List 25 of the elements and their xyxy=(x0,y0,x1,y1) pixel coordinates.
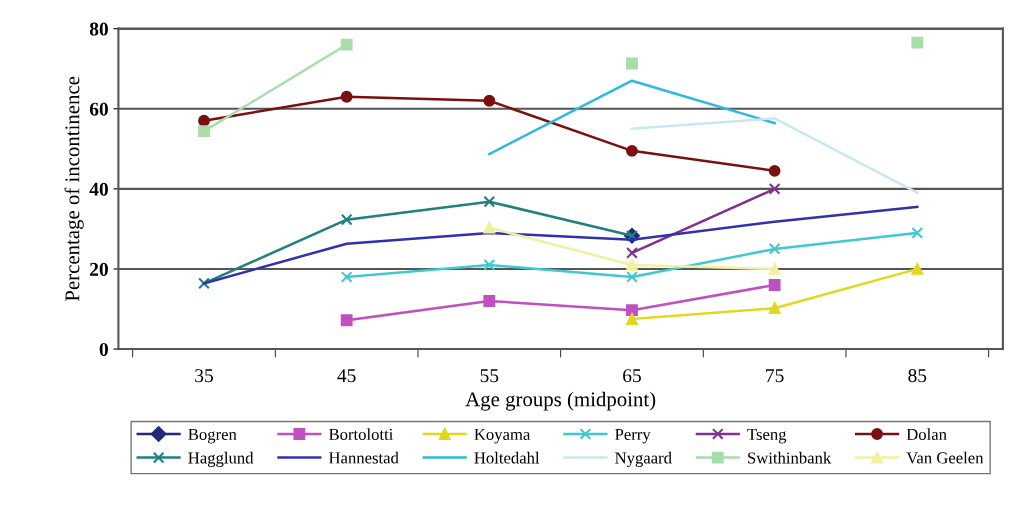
x-tick-label: 35 xyxy=(195,369,213,383)
x-axis-title: Age groups (midpoint) xyxy=(465,391,656,411)
legend-label: Swithinbank xyxy=(748,451,832,464)
legend-label: Van Geelen xyxy=(906,451,984,464)
legend-label: Tseng xyxy=(747,428,787,444)
x-tick-label: 85 xyxy=(908,369,927,383)
legend-label: Bogren xyxy=(188,428,237,444)
x-tick-label: 65 xyxy=(623,369,641,383)
legend-label: Bortolotti xyxy=(329,428,394,440)
y-tick-label: 60 xyxy=(89,102,108,116)
x-tick-label: 45 xyxy=(337,369,356,383)
y-tick-label: 40 xyxy=(89,182,108,196)
y-axis-title: Percentage of incontinence xyxy=(64,76,84,302)
legend-label: Koyama xyxy=(474,428,531,444)
legend-label: Holtedahl xyxy=(474,451,540,464)
x-tick-label: 55 xyxy=(480,369,499,383)
legend-label: Perry xyxy=(615,428,651,444)
x-tick-label: 75 xyxy=(766,369,784,383)
y-tick-label: 80 xyxy=(89,22,108,36)
legend-label: Hagglund xyxy=(188,451,254,468)
legend-label: Nygaard xyxy=(615,451,672,468)
legend-label: Dolan xyxy=(906,428,947,440)
y-tick-label: 20 xyxy=(90,262,108,276)
y-tick-label: 0 xyxy=(99,342,108,357)
legend-label: Hannestad xyxy=(329,451,399,464)
